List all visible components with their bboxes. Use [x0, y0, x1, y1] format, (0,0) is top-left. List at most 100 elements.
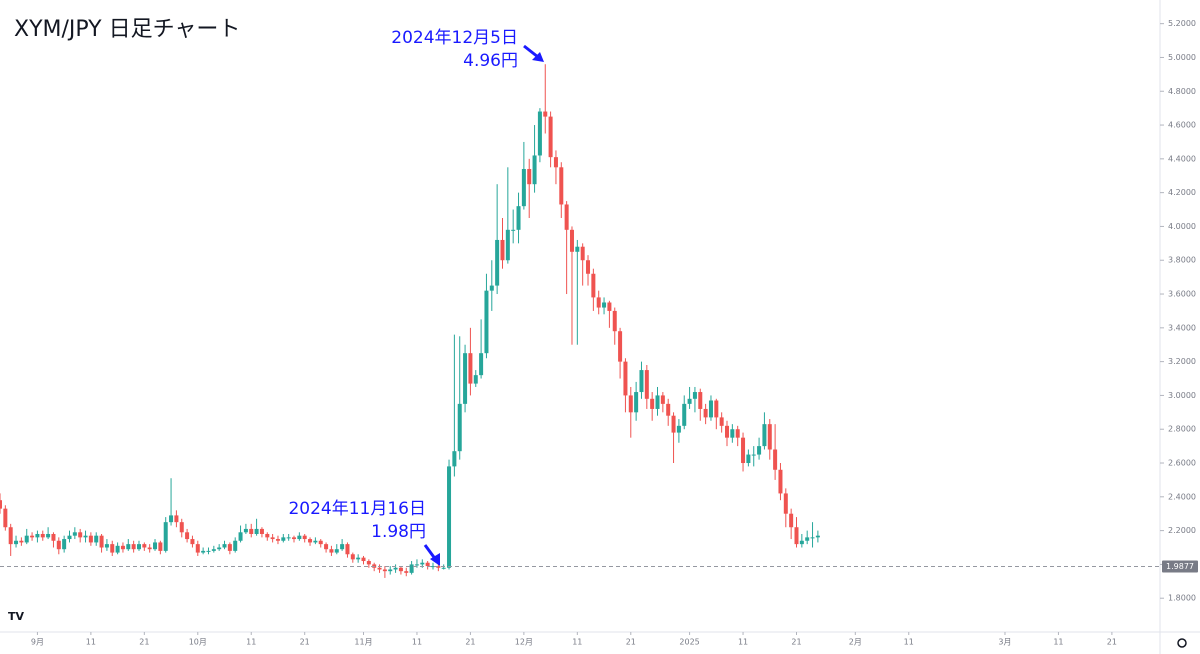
candle-body [243, 528, 248, 533]
candle-body [553, 157, 558, 168]
candle-body [126, 544, 131, 550]
candle-body [586, 260, 591, 274]
candle-body [153, 542, 158, 550]
candle-body [575, 246, 580, 252]
candle-body [569, 229, 574, 252]
y-tick-label: 4.0000 [1168, 222, 1196, 231]
candle-body [324, 544, 329, 550]
y-tick-label: 3.8000 [1168, 256, 1196, 265]
candle-body [591, 273, 596, 298]
candle-body [543, 111, 548, 117]
x-tick-label: 11 [246, 638, 256, 647]
candle-body [340, 544, 345, 550]
annotation-date: 2024年11月16日 [288, 499, 426, 519]
candle-body [211, 549, 216, 551]
candle-body [532, 155, 537, 185]
svg-text:TV: TV [8, 610, 25, 623]
candle-body [430, 566, 435, 568]
chart-title: XYM/JPY 日足チャート [14, 17, 240, 42]
candle-body [671, 415, 676, 433]
candle-body [227, 544, 232, 551]
candle-body [24, 535, 29, 543]
candle-body [163, 522, 168, 551]
candle-body [377, 567, 382, 570]
candle-body [238, 532, 243, 541]
candle-body [313, 540, 318, 543]
candle-body [297, 535, 302, 540]
candle-body [746, 454, 751, 464]
x-tick-label: 21 [300, 638, 310, 647]
y-tick-label: 2.2000 [1168, 526, 1196, 535]
candle-body [275, 539, 280, 541]
candle-body [655, 395, 660, 409]
candle-body [179, 522, 184, 533]
candle-body [99, 535, 104, 548]
candle-body [495, 239, 500, 286]
y-tick-label: 5.2000 [1168, 19, 1196, 28]
candle-body [110, 544, 115, 553]
y-tick-label: 3.2000 [1168, 357, 1196, 366]
candle-body [318, 540, 323, 545]
candle-body [254, 528, 259, 534]
candle-body [650, 398, 655, 409]
x-tick-label: 11 [738, 638, 748, 647]
candle-body [382, 569, 387, 572]
candle-body [83, 535, 88, 538]
candle-body [692, 392, 697, 399]
candle-body [185, 532, 190, 540]
candle-body [19, 540, 24, 543]
candle-body [190, 539, 195, 545]
settings-icon[interactable] [1177, 638, 1187, 648]
candle-body [46, 533, 51, 538]
candle-body [644, 370, 649, 399]
candle-body [725, 425, 730, 438]
candle-body [115, 545, 120, 553]
candle-body [206, 550, 211, 552]
annotation-arrow [423, 544, 440, 566]
candle-body [805, 537, 810, 541]
candle-body [222, 544, 227, 548]
candle-body [623, 361, 628, 396]
y-tick-label: 2.6000 [1168, 459, 1196, 468]
candle-body [88, 535, 93, 543]
candle-body [136, 544, 141, 550]
y-tick-label: 5.0000 [1168, 53, 1196, 62]
candle-body [794, 527, 799, 545]
candle-body [441, 567, 446, 569]
candle-body [564, 204, 569, 230]
candle-body [815, 535, 820, 538]
candle-body [687, 398, 692, 404]
candle-body [404, 571, 409, 573]
candle-body [607, 302, 612, 311]
candle-body [366, 561, 371, 565]
candle-body [30, 535, 35, 538]
candle-body [414, 564, 419, 566]
candle-body [596, 297, 601, 308]
x-tick-label: 21 [791, 638, 801, 647]
x-tick-label: 10月 [189, 638, 207, 647]
candle-body [233, 540, 238, 551]
candle-body [505, 229, 510, 261]
y-tick-label: 3.4000 [1168, 323, 1196, 332]
candle-body [735, 429, 740, 438]
candle-body [420, 562, 425, 565]
candle-body [741, 437, 746, 464]
candle-body [249, 528, 254, 534]
y-tick-label: 3.6000 [1168, 290, 1196, 299]
candle-body [350, 554, 355, 560]
candle-body [473, 375, 478, 384]
candle-body [259, 528, 264, 534]
candle-body [345, 544, 350, 555]
candle-body [195, 544, 200, 553]
candle-body [489, 285, 494, 291]
candle-body [62, 539, 67, 550]
candle-body [762, 424, 767, 447]
candle-body [14, 540, 19, 545]
candle-body [810, 537, 815, 539]
candle-body [799, 540, 804, 545]
y-tick-label: 4.4000 [1168, 154, 1196, 163]
x-tick-label: 9月 [31, 638, 44, 647]
candle-body [78, 532, 83, 538]
price-label-box [1162, 560, 1198, 573]
candle-body [511, 229, 516, 231]
